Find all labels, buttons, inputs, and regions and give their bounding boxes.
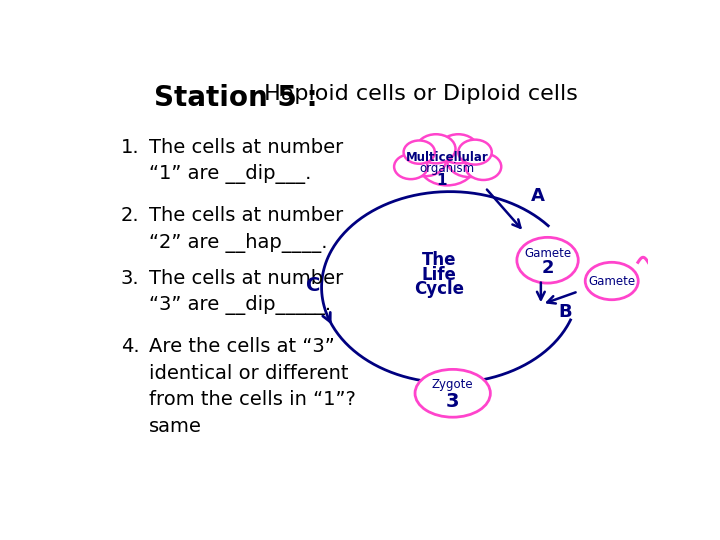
Text: B: B <box>559 303 572 321</box>
Text: 1: 1 <box>436 173 447 188</box>
Text: Station 5 :: Station 5 : <box>154 84 318 112</box>
Text: The cells at number
“1” are __dip___.: The cells at number “1” are __dip___. <box>148 138 343 184</box>
Text: The cells at number
“3” are __dip_____.: The cells at number “3” are __dip_____. <box>148 268 343 315</box>
Text: 2: 2 <box>541 259 554 276</box>
Text: Multicellular: Multicellular <box>406 151 488 164</box>
Circle shape <box>419 144 475 185</box>
Text: Life: Life <box>421 266 456 284</box>
Text: Haploid cells or Diploid cells: Haploid cells or Diploid cells <box>258 84 578 104</box>
Text: Gamete: Gamete <box>524 247 571 260</box>
Text: 3.: 3. <box>121 268 139 287</box>
Text: 1.: 1. <box>121 138 139 157</box>
Text: organism: organism <box>420 162 474 176</box>
Circle shape <box>404 145 446 176</box>
Circle shape <box>404 140 435 164</box>
Text: 2.: 2. <box>121 206 139 225</box>
Ellipse shape <box>585 262 638 300</box>
Text: Are the cells at “3”
identical or different
from the cells in “1”?
same: Are the cells at “3” identical or differ… <box>148 337 356 436</box>
Text: Gamete: Gamete <box>588 274 635 287</box>
Text: Cycle: Cycle <box>414 280 464 298</box>
Circle shape <box>438 134 478 163</box>
Ellipse shape <box>415 369 490 417</box>
Ellipse shape <box>517 238 578 283</box>
Circle shape <box>466 153 501 180</box>
Text: 4.: 4. <box>121 337 139 356</box>
Text: C: C <box>306 276 320 295</box>
Circle shape <box>447 144 492 177</box>
Circle shape <box>459 140 492 165</box>
Text: The cells at number
“2” are __hap____.: The cells at number “2” are __hap____. <box>148 206 343 253</box>
Circle shape <box>416 134 456 163</box>
Text: 3: 3 <box>446 392 459 411</box>
Circle shape <box>394 154 428 179</box>
Text: The: The <box>421 251 456 269</box>
Text: Zygote: Zygote <box>432 379 474 392</box>
Text: A: A <box>531 187 545 205</box>
